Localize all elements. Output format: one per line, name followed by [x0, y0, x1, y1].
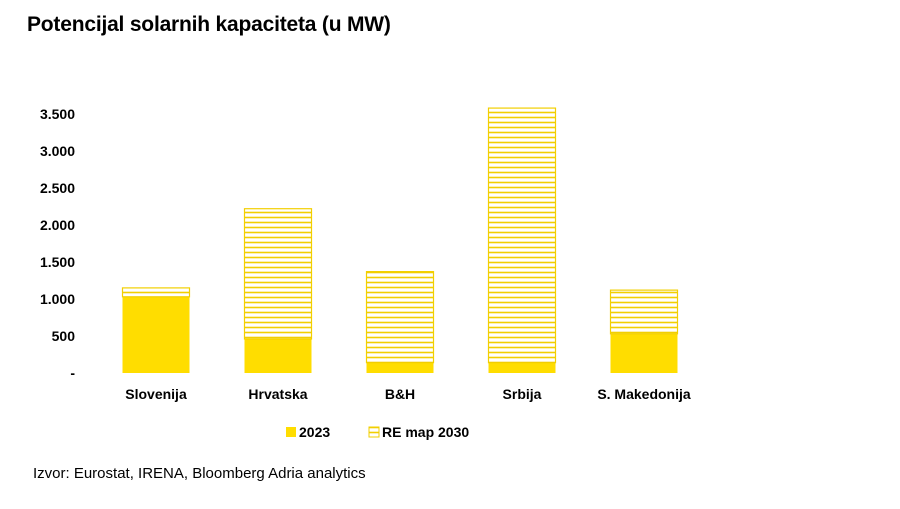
chart-title: Potencijal solarnih kapaciteta (u MW) [27, 13, 391, 36]
y-tick-label: 500 [52, 328, 76, 344]
x-axis: Slovenija Hrvatska B&H Srbija S. Makedonija [125, 386, 691, 402]
bars [121, 107, 679, 373]
y-tick-label: - [70, 365, 75, 381]
bar-re-map-2030 [487, 107, 557, 364]
x-category-label: S. Makedonija [597, 386, 691, 402]
bar-2023 [610, 333, 678, 373]
x-category-label: Hrvatska [248, 386, 307, 402]
y-tick-label: 2.500 [40, 180, 75, 196]
legend-swatch-2023 [286, 427, 296, 437]
legend-label: RE map 2030 [382, 424, 469, 440]
legend-swatch-re-map-2030 [368, 426, 380, 438]
bar-re-map-2030 [609, 289, 679, 335]
legend-label: 2023 [299, 424, 330, 440]
source-note: Izvor: Eurostat, IRENA, Bloomberg Adria … [33, 465, 366, 482]
y-tick-label: 2.000 [40, 217, 75, 233]
x-category-label: B&H [385, 386, 415, 402]
bar-re-map-2030 [365, 271, 435, 364]
bar-2023 [488, 362, 556, 373]
y-tick-label: 3.500 [40, 106, 75, 122]
bar-re-map-2030 [243, 208, 313, 340]
bar-2023 [366, 362, 434, 373]
x-category-label: Srbija [503, 386, 542, 402]
bar-2023 [244, 338, 312, 373]
y-tick-label: 1.500 [40, 254, 75, 270]
bar-2023 [122, 296, 190, 373]
y-tick-label: 3.000 [40, 143, 75, 159]
y-tick-label: 1.000 [40, 291, 75, 307]
y-axis: - 500 1.000 1.500 2.000 2.500 3.000 3.500 [40, 106, 75, 381]
bar-re-map-2030 [121, 287, 191, 298]
x-category-label: Slovenija [125, 386, 187, 402]
legend: 2023 RE map 2030 [286, 424, 469, 440]
